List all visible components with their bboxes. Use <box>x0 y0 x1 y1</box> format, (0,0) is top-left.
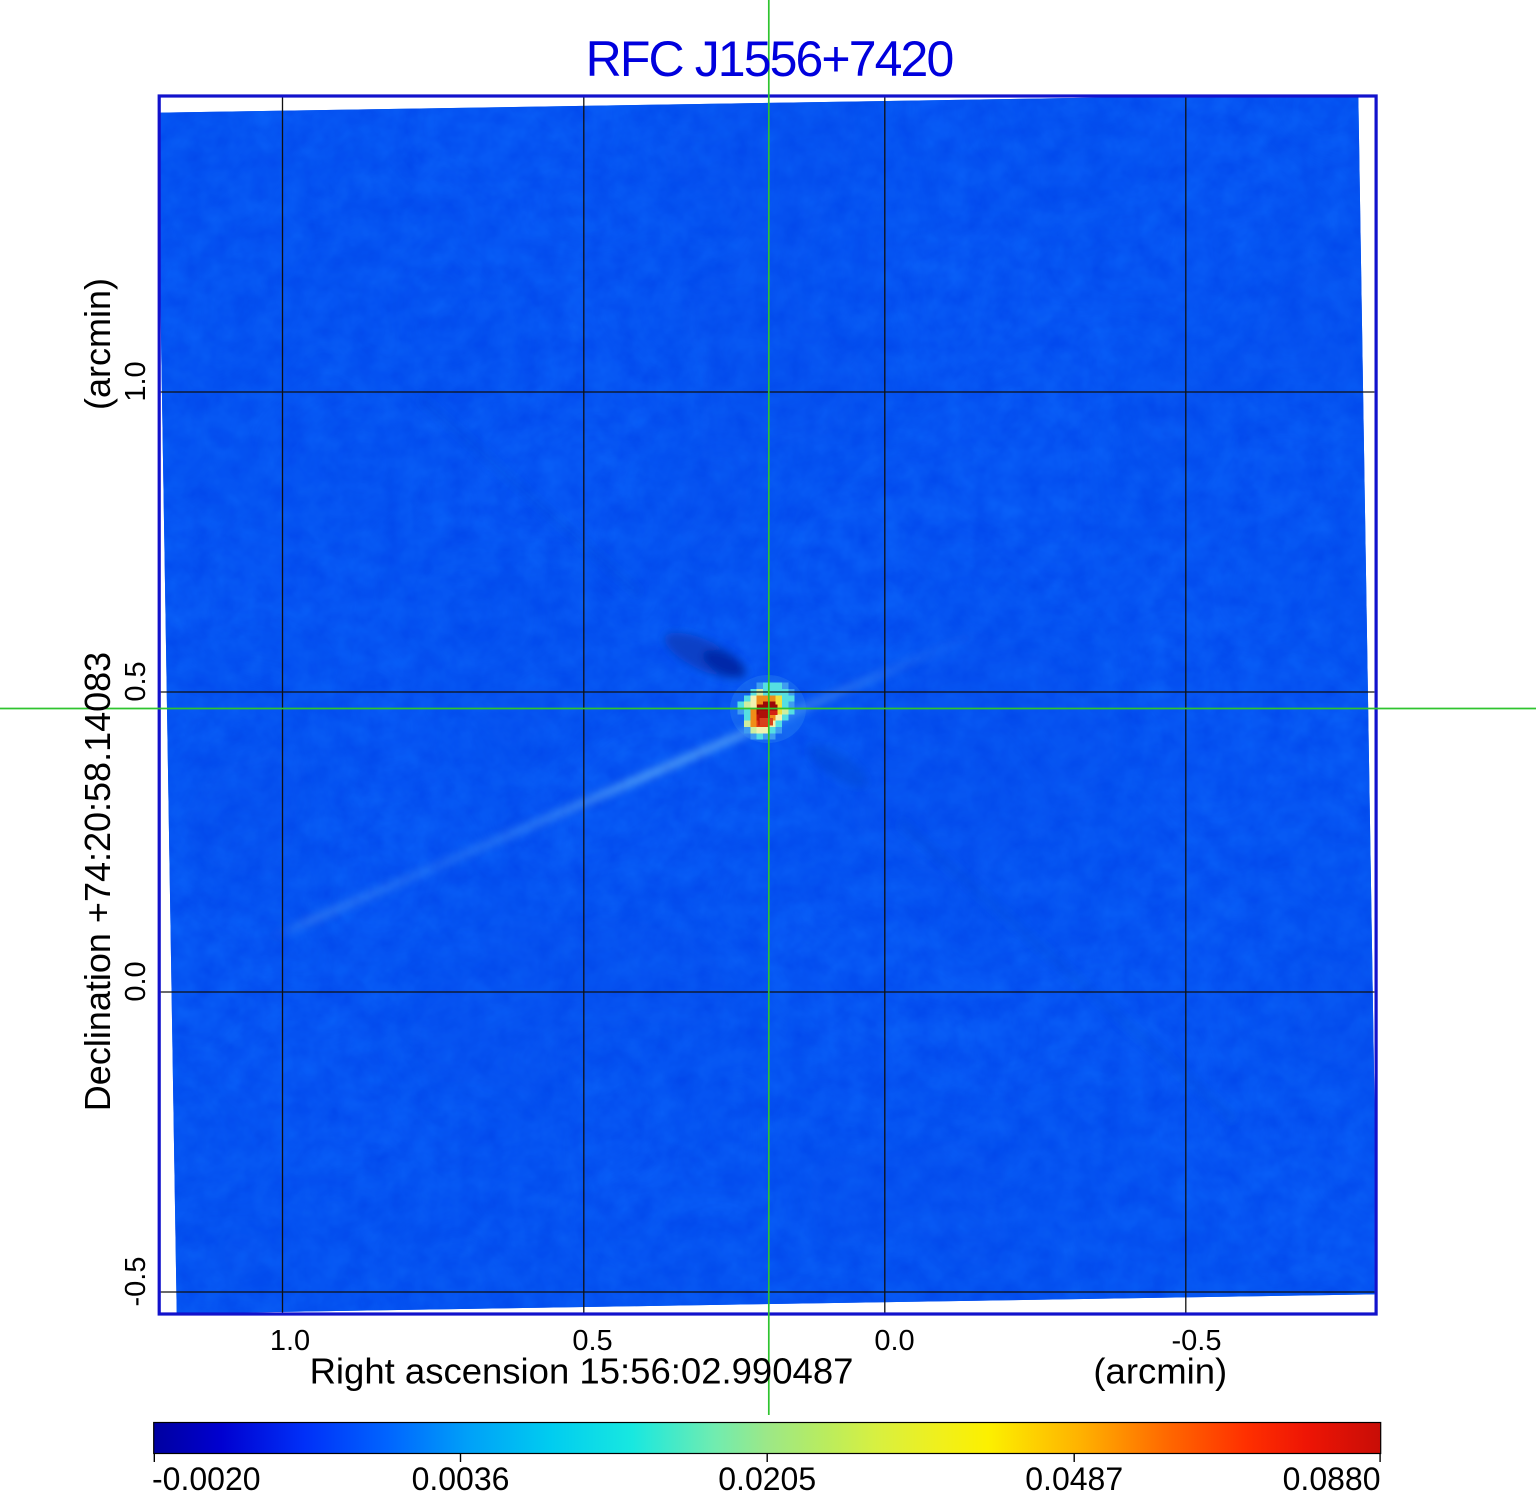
svg-text:0.0487: 0.0487 <box>1025 1461 1123 1497</box>
svg-text:Right ascension 15:56:02.9904: Right ascension 15:56:02.990487 <box>310 1351 854 1392</box>
svg-text:-0.5: -0.5 <box>120 1257 152 1307</box>
svg-text:0.0: 0.0 <box>874 1325 914 1357</box>
svg-text:0.5: 0.5 <box>572 1325 612 1357</box>
svg-text:RFC J1556+7420: RFC J1556+7420 <box>586 31 953 87</box>
svg-text:Declination +74:20:58.14083: Declination +74:20:58.14083 <box>77 652 118 1111</box>
svg-text:-0.0020: -0.0020 <box>152 1461 261 1497</box>
svg-text:(arcmin): (arcmin) <box>77 278 118 410</box>
svg-text:1.0: 1.0 <box>120 361 152 401</box>
svg-text:-0.5: -0.5 <box>1172 1325 1222 1357</box>
svg-text:0.5: 0.5 <box>120 661 152 701</box>
svg-text:0.0880: 0.0880 <box>1283 1461 1381 1497</box>
svg-text:0.0036: 0.0036 <box>412 1461 510 1497</box>
svg-text:(arcmin): (arcmin) <box>1093 1351 1227 1392</box>
svg-text:0.0205: 0.0205 <box>718 1461 816 1497</box>
svg-text:1.0: 1.0 <box>270 1325 310 1357</box>
svg-text:0.0: 0.0 <box>120 961 152 1001</box>
